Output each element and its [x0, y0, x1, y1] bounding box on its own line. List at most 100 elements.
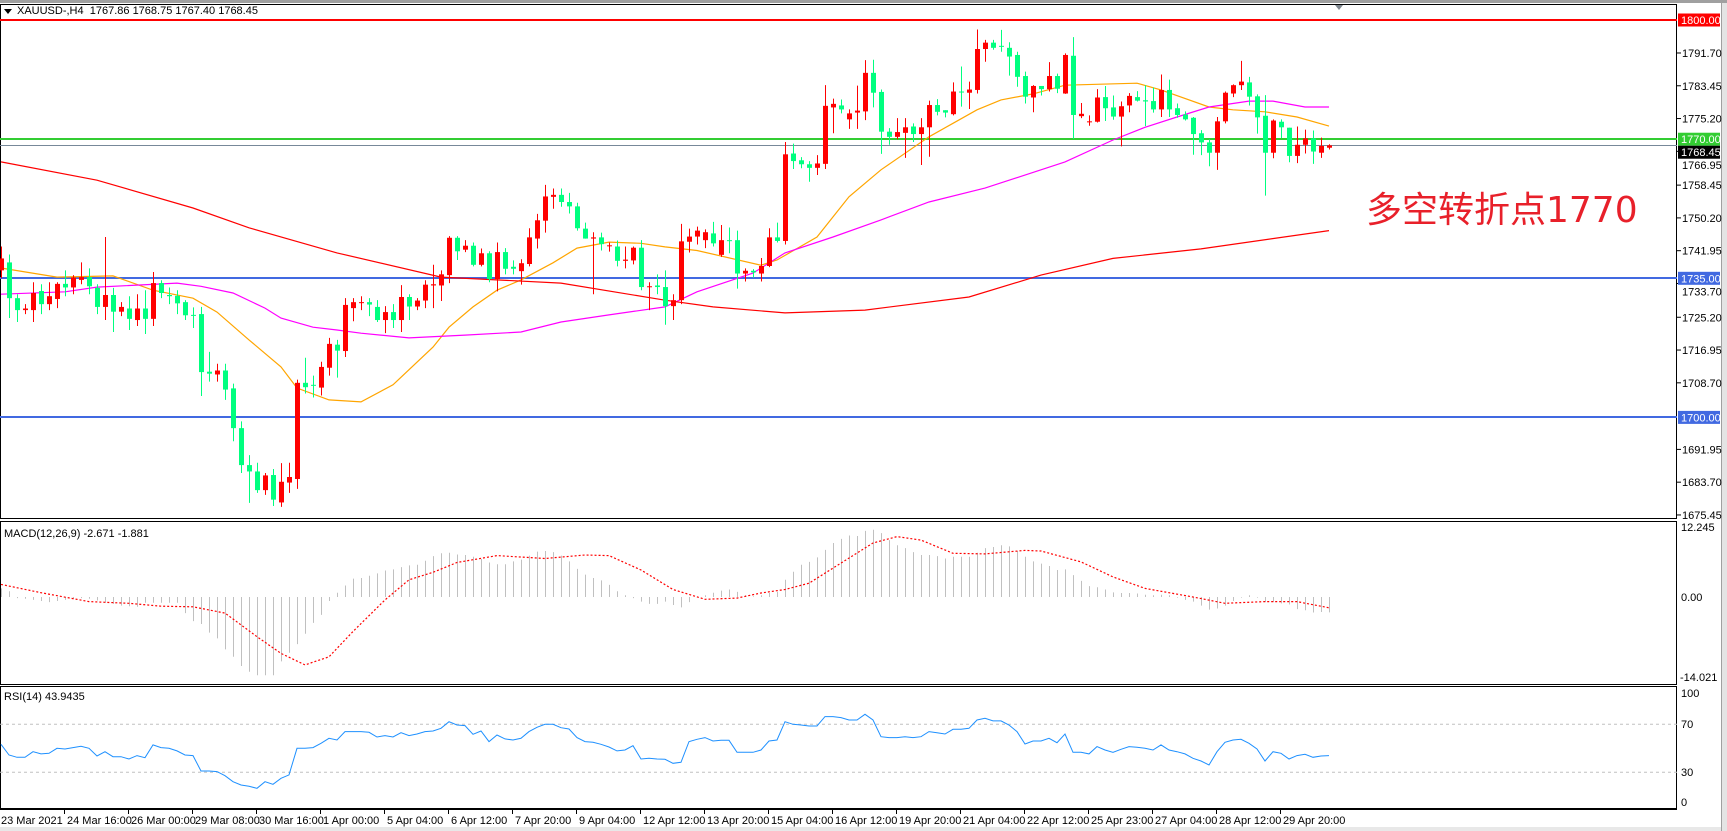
candle-body [1247, 82, 1252, 97]
candle-up [951, 82, 956, 116]
dropdown-triangle-icon[interactable] [4, 8, 12, 14]
candle-down [159, 280, 164, 299]
candle-body [951, 91, 956, 115]
candle-body [463, 245, 468, 250]
candle-down [1167, 79, 1172, 117]
candle-body [335, 344, 340, 351]
candle-body [1295, 144, 1300, 156]
candle-body [1135, 97, 1140, 101]
candle-body [839, 105, 844, 110]
candle-down [727, 227, 732, 254]
candle-body [415, 300, 420, 307]
candle-up [1159, 74, 1164, 117]
time-label: 1 Apr 00:00 [323, 815, 379, 827]
candle-body [1127, 95, 1132, 106]
candle-body [959, 91, 964, 93]
candle-body [631, 247, 636, 261]
price-tick-label: 1741.95 [1682, 246, 1722, 258]
candle-body [575, 206, 580, 229]
candle-body [135, 308, 140, 321]
candle-body [887, 131, 892, 137]
time-label: 25 Apr 23:00 [1091, 815, 1153, 827]
candle-up [463, 240, 468, 253]
time-label: 29 Mar 08:00 [195, 815, 260, 827]
candle-body [1327, 145, 1332, 148]
time-label: 15 Apr 04:00 [771, 815, 833, 827]
candle-body [223, 370, 228, 390]
candle-body [679, 241, 684, 301]
candle-body [743, 270, 748, 274]
candle-up [631, 246, 636, 265]
candle-up [359, 296, 364, 311]
candle-body [519, 263, 524, 272]
candle-body [615, 246, 620, 261]
time-label: 28 Apr 12:00 [1219, 815, 1281, 827]
price-tick-label: 1783.45 [1682, 81, 1722, 93]
candle-body [207, 371, 212, 374]
candle-body [527, 237, 532, 265]
level-label-1770.00-bg [1678, 132, 1720, 146]
candle-body [735, 240, 740, 274]
candle-body [23, 308, 28, 311]
candle-body [279, 481, 284, 503]
candle-body [151, 283, 156, 319]
candle-body [535, 220, 540, 239]
candle-body [271, 475, 276, 500]
candle-body [1175, 108, 1180, 115]
rsi-axis-70: 70 [1681, 719, 1693, 731]
window-bottom-border [0, 827, 1721, 831]
candle-up [623, 246, 628, 269]
candle-body [1079, 113, 1084, 117]
candle-body [263, 475, 268, 491]
candle-body [791, 153, 796, 162]
candle-down [15, 294, 20, 323]
candle-down [1055, 73, 1060, 94]
candle-body [31, 293, 36, 311]
level-label-1800.00: 1800.00 [1681, 15, 1721, 27]
candle-body [1199, 133, 1204, 143]
candle-body [423, 284, 428, 301]
candle-down [559, 188, 564, 207]
candle-up [903, 118, 908, 158]
main-panel [0, 4, 1677, 519]
candle-body [1031, 85, 1036, 98]
candle-up [439, 270, 444, 301]
candle-down [175, 290, 180, 315]
candle-body [1047, 76, 1052, 90]
candle-down [271, 469, 276, 507]
candle-up [831, 98, 836, 134]
candle-body [1007, 47, 1012, 57]
candle-up [1295, 126, 1300, 164]
candle-body [391, 312, 396, 321]
candle-body [295, 382, 300, 479]
candle-body [95, 287, 100, 307]
candle-body [663, 287, 668, 307]
candle-up [1063, 53, 1068, 94]
candle-body [167, 295, 172, 297]
candle-body [687, 236, 692, 242]
chart-header[interactable]: XAUUSD-,H4 1767.86 1768.75 1767.40 1768.… [4, 5, 258, 17]
candle-down [887, 128, 892, 145]
rsi-panel [0, 686, 1677, 809]
bid-price-label: 1768.45 [1681, 147, 1721, 159]
candle-body [487, 253, 492, 280]
candle-body [823, 105, 828, 164]
candle-up [863, 60, 868, 121]
candle-body [1111, 107, 1116, 117]
candle-down [223, 363, 228, 400]
window-right-border [1721, 3, 1727, 831]
chart-shift-marker-icon[interactable] [1335, 5, 1343, 10]
candle-body [543, 196, 548, 221]
candle-body [903, 127, 908, 133]
rsi-line [0, 713, 1330, 789]
candle-up [399, 285, 404, 332]
candle-up [215, 363, 220, 382]
candle-up [47, 282, 52, 311]
price-tick-label: 1758.45 [1682, 180, 1722, 192]
candle-body [623, 259, 628, 261]
candle-down [127, 296, 132, 330]
candle-up [647, 282, 652, 311]
horizontal-levels[interactable] [0, 19, 1677, 418]
candle-down [1287, 127, 1292, 163]
